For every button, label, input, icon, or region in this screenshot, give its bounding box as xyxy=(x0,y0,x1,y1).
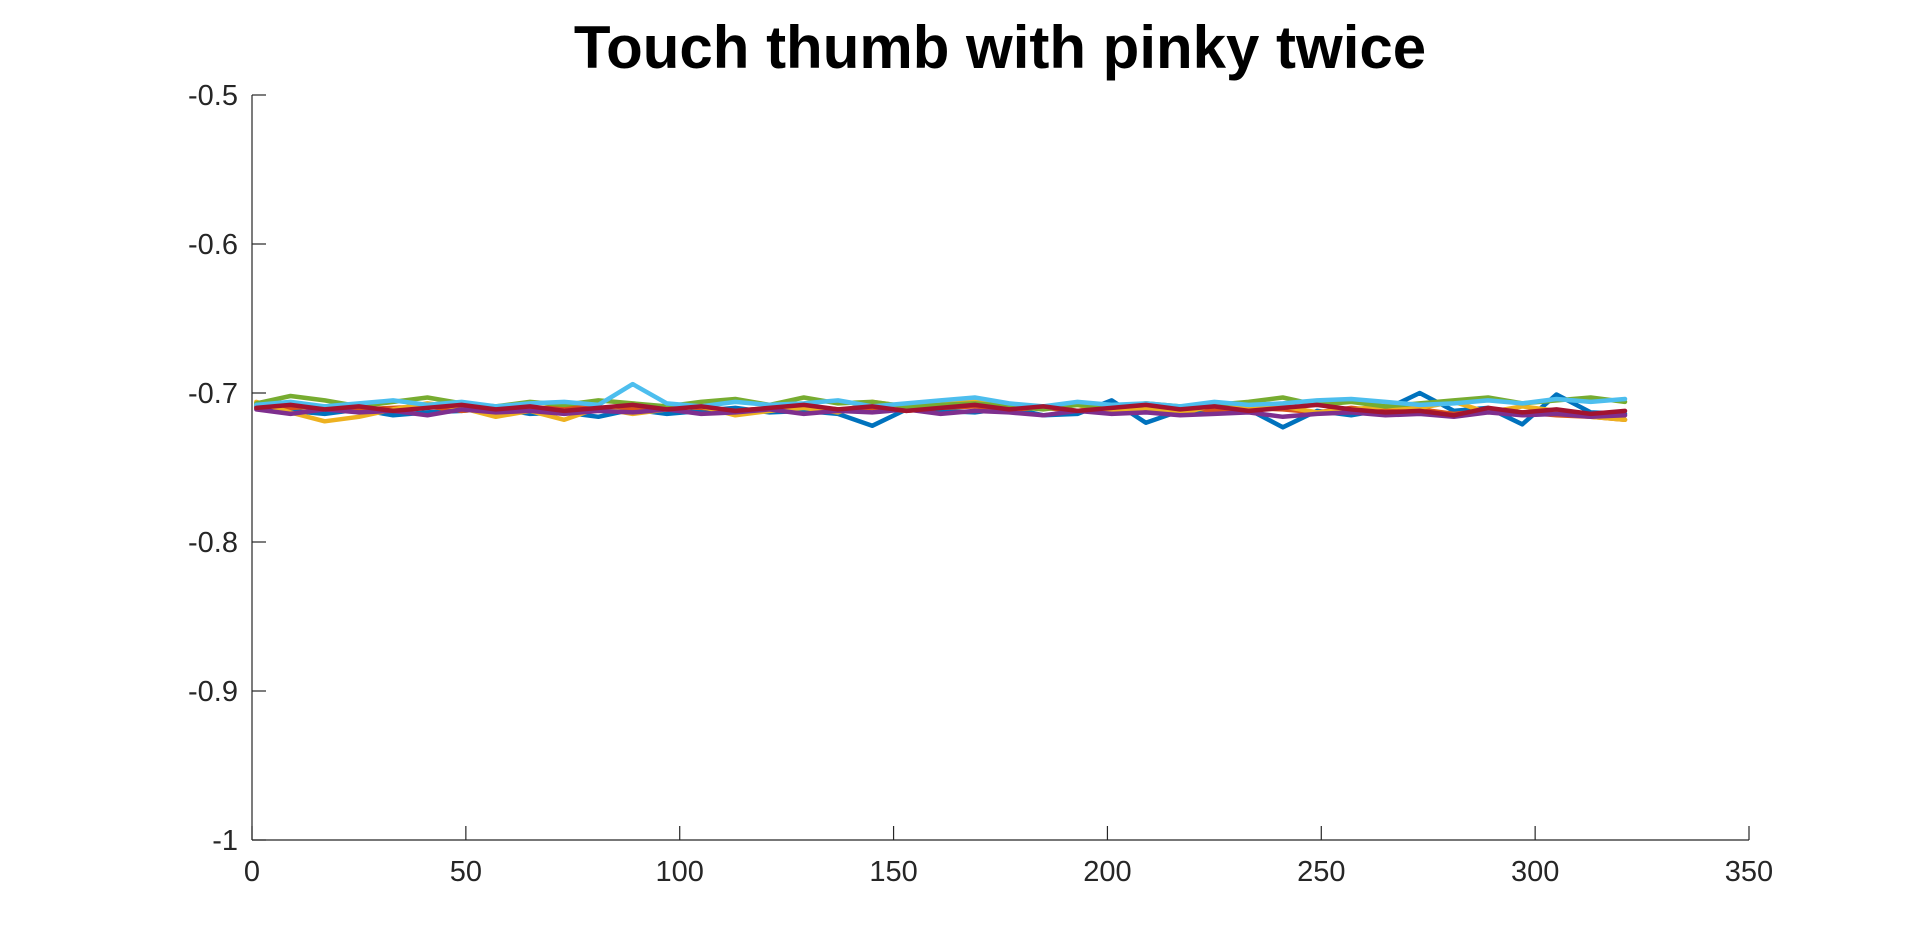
x-axis-ticks: 0 50 100 150 200 250 300 350 xyxy=(244,826,1773,888)
x-tick-label: 200 xyxy=(1083,856,1131,888)
y-tick-label: -0.7 xyxy=(188,378,238,410)
y-tick-label: -0.5 xyxy=(188,80,238,112)
series-line-6 xyxy=(254,381,1628,409)
series-line-7 xyxy=(254,402,1628,418)
x-tick-label: 350 xyxy=(1725,856,1773,888)
y-axis-ticks: -1 -0.9 -0.8 -0.7 -0.6 -0.5 xyxy=(188,80,266,857)
y-tick-label: -0.9 xyxy=(188,676,238,708)
series-layer xyxy=(254,381,1628,430)
y-tick-label: -0.6 xyxy=(188,229,238,261)
series-line-4 xyxy=(254,407,1628,420)
x-tick-label: 150 xyxy=(869,856,917,888)
x-tick-label: 250 xyxy=(1297,856,1345,888)
chart-title: Touch thumb with pinky twice xyxy=(574,14,1426,81)
x-tick-label: 100 xyxy=(656,856,704,888)
x-tick-label: 50 xyxy=(450,856,482,888)
y-tick-label: -0.8 xyxy=(188,527,238,559)
x-tick-label: 300 xyxy=(1511,856,1559,888)
y-tick-label: -1 xyxy=(212,825,238,857)
x-tick-label: 0 xyxy=(244,856,260,888)
